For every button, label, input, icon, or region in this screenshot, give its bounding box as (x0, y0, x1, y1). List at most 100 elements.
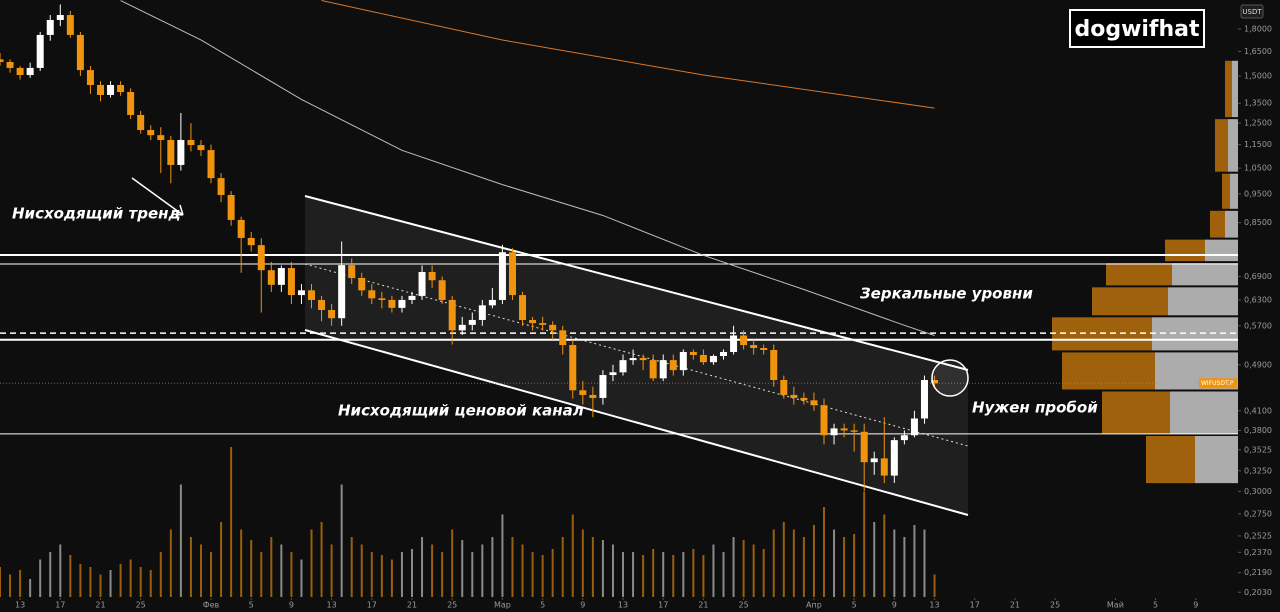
profile-buy (1228, 119, 1238, 172)
channel-upper (304, 195, 969, 371)
annotation: Нужен пробой (972, 399, 1098, 417)
candle-body (920, 380, 928, 419)
candle-body (16, 67, 24, 76)
volume-bar (159, 552, 162, 597)
profile-sell (1210, 210, 1225, 238)
x-tick-label: 5 (249, 601, 254, 610)
volume-bar (481, 544, 484, 597)
volume-bar (330, 544, 333, 597)
candle-body (428, 272, 436, 281)
candle-body (639, 358, 647, 361)
candle-body (750, 345, 758, 348)
candle-body (117, 84, 125, 93)
volume-bar (802, 537, 805, 597)
currency: USDT (1242, 8, 1262, 16)
volume-bar (421, 537, 424, 597)
profile-buy (1170, 391, 1238, 434)
volume-bar (622, 552, 625, 597)
profile-buy (1205, 239, 1238, 262)
profile-buy (1172, 263, 1238, 286)
candle-body (46, 19, 54, 35)
volume-bar (89, 567, 92, 597)
x-tick-label: 5 (852, 601, 857, 610)
volume-bar (199, 544, 202, 597)
candle-body (96, 84, 104, 95)
candle-body (217, 178, 225, 196)
candle-body (760, 347, 768, 350)
volume-bar (491, 537, 494, 597)
y-tick-label: 0,6300 (1244, 295, 1272, 304)
volume-bar (280, 544, 283, 597)
candle-body (107, 84, 115, 95)
volume-bar (310, 529, 313, 597)
x-tick-label: 17 (367, 601, 377, 610)
y-tick-label: 1,6500 (1244, 47, 1272, 56)
volume-bar (410, 549, 413, 597)
profile-sell (1102, 391, 1170, 434)
volume-bar (913, 525, 916, 597)
candle-body (820, 405, 828, 436)
volume-bar (0, 567, 1, 597)
candle-body (287, 268, 295, 296)
candle-body (519, 295, 527, 320)
volume-bar (551, 549, 554, 597)
y-tick-label: 0,4100 (1244, 406, 1272, 415)
profile-buy (1232, 60, 1238, 118)
y-tick-label: 0,9500 (1244, 189, 1272, 198)
volume-bar (752, 544, 755, 597)
y-tick-label: 0,3525 (1244, 445, 1272, 454)
candle-body (147, 130, 155, 136)
candle-body (699, 354, 707, 363)
candle-body (850, 430, 858, 432)
candle-body (478, 305, 486, 320)
volume-bar (9, 574, 12, 597)
x-tick-label: 17 (55, 601, 65, 610)
volume-bar (390, 559, 393, 597)
candle-body (277, 268, 285, 285)
price-axis (1238, 0, 1280, 612)
candle-body (66, 15, 74, 35)
profile-sell (1165, 239, 1205, 262)
volume-bar (632, 552, 635, 597)
volume-bar (531, 552, 534, 597)
x-tick-label: 21 (1010, 601, 1020, 610)
x-tick-label: 9 (289, 601, 294, 610)
volume-bar (230, 447, 233, 597)
volume-bar (19, 570, 22, 597)
candle-body (900, 435, 908, 441)
chart-title: dogwifhat (1074, 17, 1200, 42)
volume-bar (611, 544, 614, 597)
x-tick-label: 25 (447, 601, 457, 610)
y-tick-label: 0,5700 (1244, 321, 1272, 330)
volume-bar (742, 540, 745, 597)
logo-box (1069, 9, 1205, 48)
volume-bar (99, 574, 102, 597)
volume-pane (0, 447, 936, 597)
volume-bar (812, 525, 815, 597)
breakout-circle (931, 359, 969, 397)
profile-sell (1092, 287, 1168, 316)
candle-body (659, 360, 667, 379)
y-tick-label: 1,3500 (1244, 99, 1272, 108)
candle-body (167, 139, 175, 165)
volume-bar (260, 552, 263, 597)
volume-bar (893, 529, 896, 597)
candle-body (619, 360, 627, 373)
candle-body (649, 360, 657, 379)
volume-bar (833, 529, 836, 597)
candle-body (709, 356, 717, 363)
candle-body (26, 67, 34, 76)
candle-body (358, 277, 366, 291)
volume-bar (179, 484, 182, 597)
trend-arrow (131, 177, 184, 216)
volume-bar (923, 529, 926, 597)
candle-body (127, 92, 135, 115)
candle-body (36, 34, 44, 68)
volume-bar (49, 552, 52, 597)
x-tick-label: 25 (1050, 601, 1060, 610)
candle-body (328, 309, 336, 319)
profile-sell (1062, 352, 1155, 390)
candle-body (368, 290, 376, 299)
candle-body (76, 34, 84, 71)
profile-sell (1146, 435, 1195, 484)
